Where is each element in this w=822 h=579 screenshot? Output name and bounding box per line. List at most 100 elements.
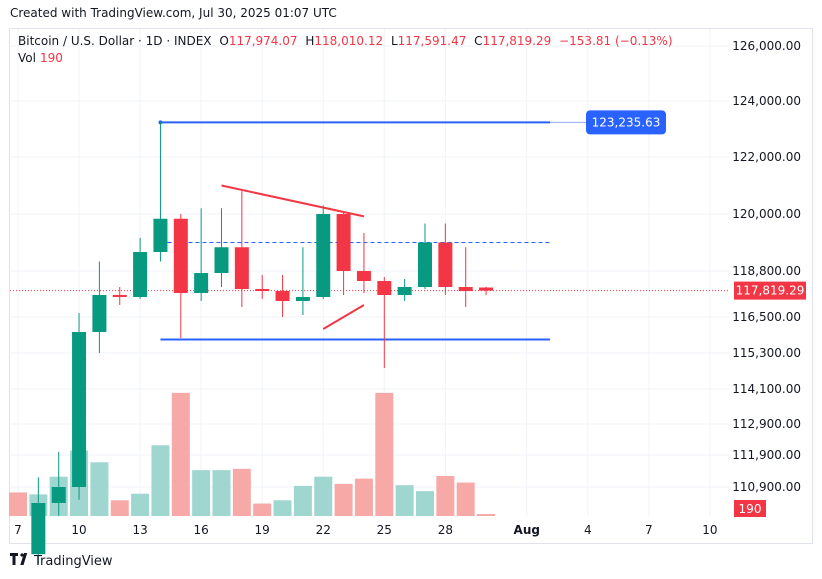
candle-body [295, 297, 310, 301]
volume-label: Vol [18, 51, 36, 65]
low-label: L [390, 34, 398, 48]
volume-badge-text: 190 [739, 502, 762, 516]
low-value: 117,591.47 [397, 34, 467, 48]
candle-body [458, 287, 473, 291]
x-tick-label: 22 [316, 523, 331, 537]
y-tick-label: 110,900.00 [732, 480, 801, 494]
high-label: H [305, 34, 315, 48]
annotations [10, 120, 730, 341]
candle-body [194, 273, 209, 293]
created-note: Created with TradingView.com, Jul 30, 20… [10, 6, 337, 20]
volume-bar [212, 470, 231, 516]
resistance-anchor [158, 120, 163, 125]
candle-body [255, 289, 270, 291]
chart-frame [9, 28, 813, 544]
y-tick-label: 118,800.00 [732, 264, 801, 278]
ohlc-legend: Bitcoin / U.S. Dollar · 1D · INDEX O117,… [18, 34, 673, 48]
candle-body [234, 247, 249, 289]
open-label: O [219, 34, 229, 48]
volume-bar [395, 485, 414, 516]
footer-brand-text: TradingView [34, 553, 113, 569]
volume-bar [477, 514, 496, 516]
candle-body [316, 214, 331, 297]
volume-bar [90, 462, 109, 516]
volume-bar [416, 491, 434, 516]
x-tick-label: 16 [194, 523, 209, 537]
y-axis: 126,000.00 124,000.00 122,000.00 120,000.00… [732, 39, 806, 517]
volume-bar [110, 500, 129, 516]
close-label: C [474, 34, 483, 48]
volume-bar [9, 492, 27, 516]
volume-bar [436, 476, 455, 516]
candle-body [92, 295, 107, 332]
x-axis: 7 10 13 16 19 22 25 28 Aug 4 7 10 [14, 523, 717, 537]
open-value: 117,974.07 [228, 34, 298, 48]
volume-value: 190 [39, 51, 63, 65]
last-price-badge [734, 281, 806, 300]
candle-body [377, 281, 392, 295]
y-tick-label: 114,100.00 [732, 382, 801, 396]
volume-legend: Vol 190 [18, 51, 63, 65]
volume-badge [734, 500, 766, 517]
y-tick-label: 122,000.00 [732, 150, 801, 164]
volume-bar [192, 470, 211, 516]
trendline-upper [221, 184, 365, 218]
candle-body [418, 242, 432, 287]
volume-bar [334, 483, 353, 516]
y-tick-label: 124,000.00 [732, 94, 801, 108]
candle-body [51, 487, 66, 503]
high-value: 118,010.12 [314, 34, 384, 48]
volume-bar [314, 476, 333, 516]
candle-body [133, 252, 148, 297]
x-tick-label: 25 [377, 523, 392, 537]
candle-body [336, 214, 351, 271]
candle-body [214, 247, 229, 273]
candle-body [438, 242, 453, 287]
volume-bar [375, 392, 394, 516]
candle-body [173, 218, 188, 293]
y-tick-label: 126,000.00 [732, 39, 801, 53]
volume-bar [354, 478, 373, 516]
volume-bars [9, 392, 496, 516]
candle-body [397, 287, 412, 295]
y-tick-label: 112,900.00 [732, 417, 801, 431]
x-tick-label: 4 [584, 523, 592, 537]
y-tick-label: 111,900.00 [732, 448, 801, 462]
last-price-badge-text: 117,819.29 [736, 284, 805, 298]
annotation-labels: 123,235.63 [586, 110, 666, 135]
trendline-lower [322, 304, 365, 330]
candles [31, 122, 494, 564]
x-tick-label: 28 [438, 523, 453, 537]
candle-body [72, 332, 87, 487]
volume-bar [131, 493, 150, 516]
footer-brand[interactable]: TradingView [10, 553, 113, 569]
volume-bar [151, 445, 170, 516]
volume-bar [232, 468, 251, 516]
candle-body [275, 291, 290, 301]
close-value: 117,819.29 [482, 34, 552, 48]
symbol-title: Bitcoin / U.S. Dollar · 1D · INDEX [18, 34, 212, 48]
y-tick-label: 120,000.00 [732, 207, 801, 221]
x-tick-label: 13 [132, 523, 147, 537]
candle-body [356, 271, 371, 281]
candle-body [479, 287, 494, 291]
x-tick-label: 19 [255, 523, 270, 537]
volume-bar [456, 482, 475, 516]
resistance-badge [586, 110, 666, 135]
candle-body [153, 218, 168, 252]
x-tick-label: Aug [514, 523, 540, 537]
x-tick-label: 7 [14, 523, 22, 537]
candle-body [112, 295, 127, 297]
volume-bar [253, 503, 272, 516]
x-tick-label: 10 [71, 523, 86, 537]
y-tick-label: 116,500.00 [732, 310, 801, 324]
change-value: −153.81 (−0.13%) [559, 34, 673, 48]
volume-bar [171, 392, 190, 516]
tradingview-logo-icon [10, 553, 30, 569]
resistance-badge-text: 123,235.63 [592, 115, 661, 129]
volume-bar [273, 500, 292, 516]
y-tick-label: 115,300.00 [732, 346, 801, 360]
volume-bar [293, 485, 312, 516]
x-tick-label: 7 [645, 523, 653, 537]
